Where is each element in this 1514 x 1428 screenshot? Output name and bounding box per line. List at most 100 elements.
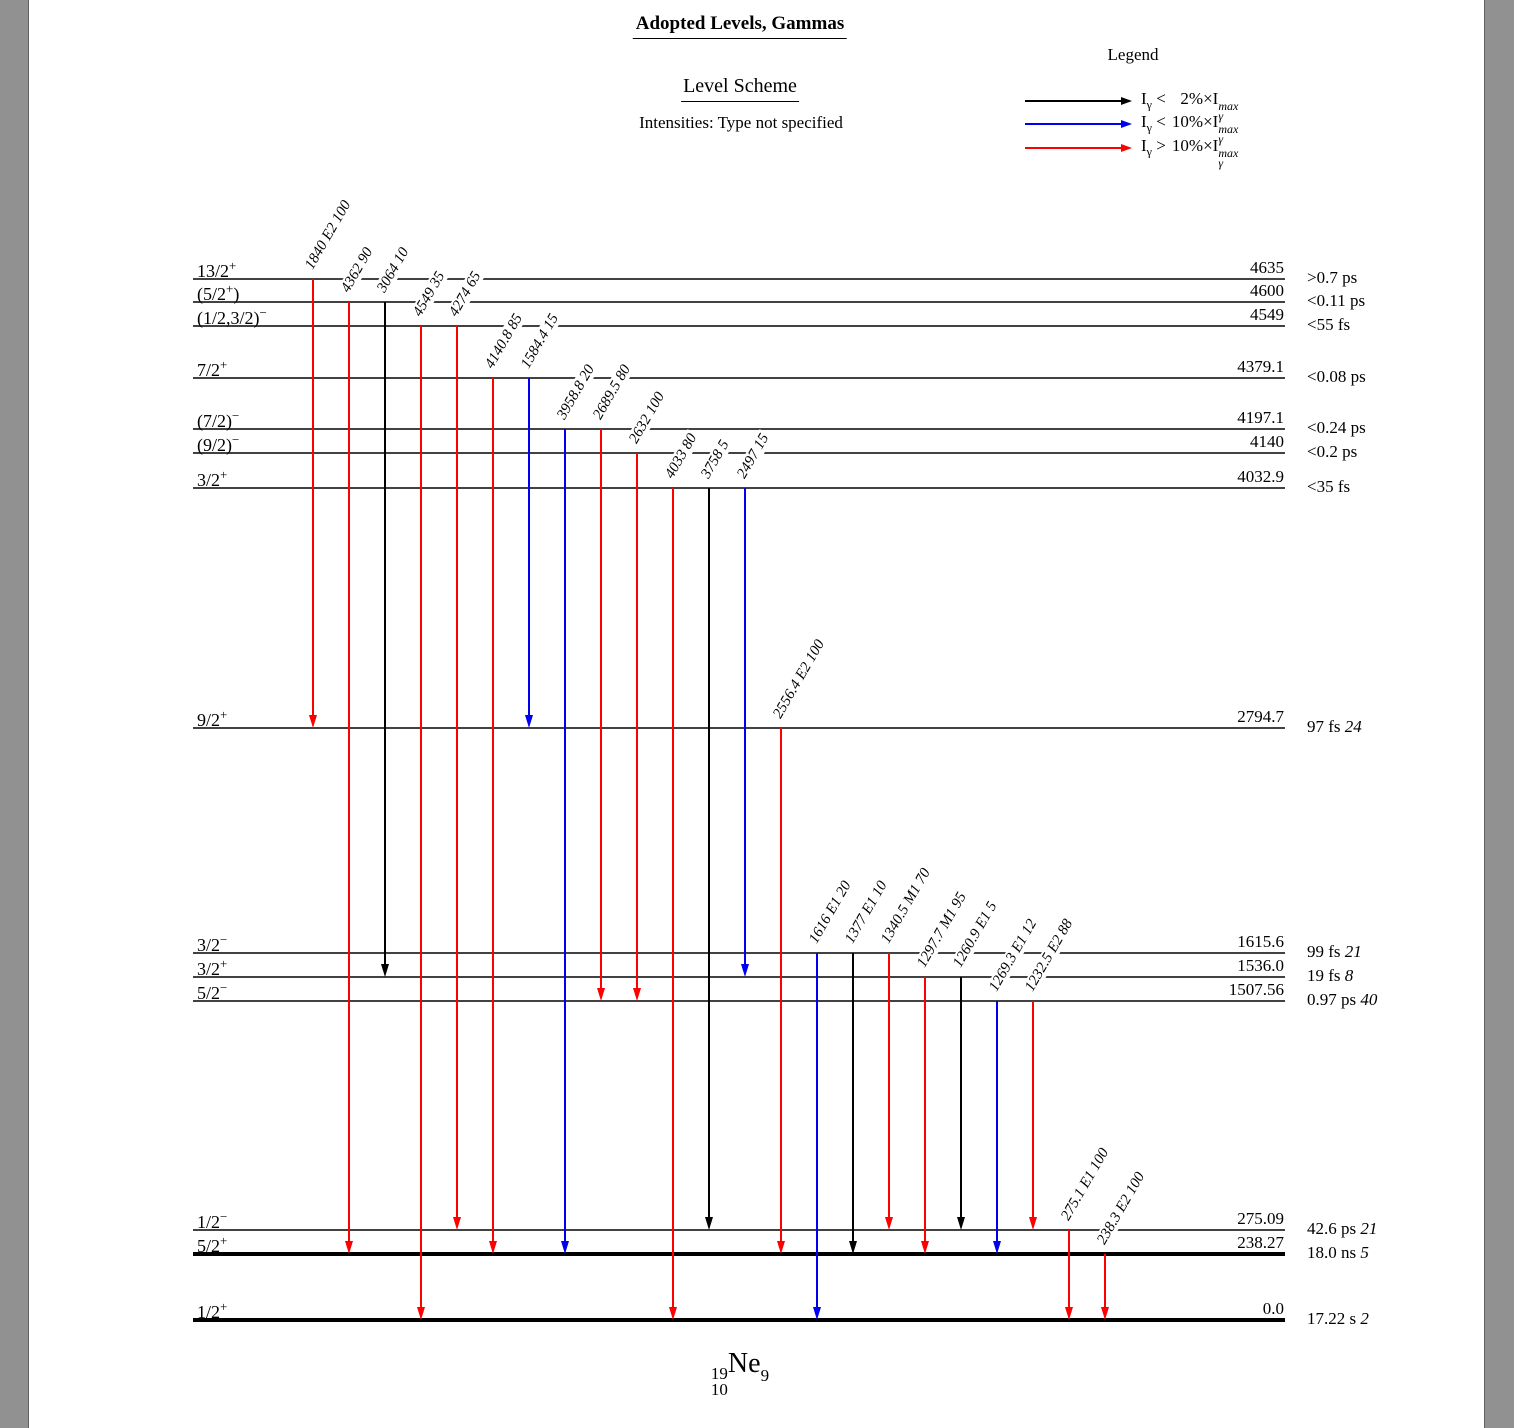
level-energy-label: 4600 bbox=[1250, 281, 1284, 300]
intensities-note: Intensities: Type not specified bbox=[639, 113, 843, 132]
level-energy-label: 1536.0 bbox=[1237, 956, 1284, 975]
level-spin-label: 5/2− bbox=[197, 980, 228, 1003]
level-line bbox=[193, 1252, 1285, 1256]
gamma-arrowhead-icon bbox=[344, 1241, 353, 1254]
level-line bbox=[193, 976, 1285, 978]
level-halflife-label: <0.08 ps bbox=[1307, 367, 1366, 386]
level-spin-label: (5/2+) bbox=[197, 281, 240, 304]
level-spin-label: 1/2+ bbox=[197, 1299, 228, 1322]
gamma-transition-line bbox=[672, 488, 674, 1308]
gamma-transition-line bbox=[852, 953, 854, 1242]
gamma-transition-line bbox=[924, 977, 926, 1242]
level-halflife-label: 19 fs 8 bbox=[1307, 966, 1354, 985]
gamma-arrowhead-icon bbox=[704, 1217, 713, 1230]
gamma-transition-line bbox=[888, 953, 890, 1218]
gamma-arrowhead-icon bbox=[1064, 1307, 1073, 1320]
level-line bbox=[193, 952, 1285, 954]
level-energy-label: 4379.1 bbox=[1237, 357, 1284, 376]
level-halflife-label: <35 fs bbox=[1307, 477, 1351, 496]
level-energy-label: 1507.56 bbox=[1228, 980, 1284, 999]
level-halflife-label: 17.22 s 2 bbox=[1307, 1309, 1369, 1328]
gamma-arrowhead-icon bbox=[416, 1307, 425, 1320]
document-paper bbox=[28, 0, 1485, 1428]
gamma-arrowhead-icon bbox=[1028, 1217, 1037, 1230]
legend-arrow-line bbox=[1025, 147, 1121, 149]
legend-item-label: Iγ > 10%×I max γ bbox=[1141, 136, 1239, 170]
legend-arrow-line bbox=[1025, 123, 1121, 125]
legend-item-label: Iγ < 2%×I max γ bbox=[1141, 89, 1239, 123]
level-line bbox=[193, 377, 1285, 379]
level-spin-label: 9/2+ bbox=[197, 707, 228, 730]
level-line bbox=[193, 278, 1285, 280]
level-line bbox=[193, 727, 1285, 729]
gamma-arrowhead-icon bbox=[812, 1307, 821, 1320]
gamma-transition-line bbox=[708, 488, 710, 1218]
gamma-arrowhead-icon bbox=[452, 1217, 461, 1230]
gamma-transition-line bbox=[384, 302, 386, 965]
level-spin-label: 7/2+ bbox=[197, 357, 228, 380]
nuclide-mass-charge: 19 10 bbox=[710, 1364, 728, 1399]
legend-arrow-line bbox=[1025, 100, 1121, 102]
level-halflife-label: <0.24 ps bbox=[1307, 418, 1366, 437]
level-spin-label: 3/2+ bbox=[197, 467, 228, 490]
gamma-transition-line bbox=[996, 1001, 998, 1242]
level-line bbox=[193, 1000, 1285, 1002]
legend-arrowhead-icon bbox=[1121, 143, 1132, 152]
level-energy-label: 4032.9 bbox=[1237, 467, 1284, 486]
gamma-transition-line bbox=[816, 953, 818, 1308]
nuclide-mass: 19 bbox=[710, 1364, 728, 1383]
level-spin-label: 1/2− bbox=[197, 1209, 228, 1232]
level-energy-label: 2794.7 bbox=[1237, 707, 1284, 726]
level-spin-label: 3/2− bbox=[197, 932, 228, 955]
level-spin-label: (1/2,3/2)− bbox=[197, 305, 267, 328]
level-line bbox=[193, 325, 1285, 327]
gamma-transition-line bbox=[528, 378, 530, 716]
level-halflife-label: 42.6 ps 21 bbox=[1307, 1219, 1378, 1238]
gamma-arrowhead-icon bbox=[524, 715, 533, 728]
level-halflife-label: <0.11 ps bbox=[1307, 291, 1366, 310]
nuclide-protons: 10 bbox=[710, 1380, 728, 1399]
level-energy-label: 275.09 bbox=[1237, 1209, 1284, 1228]
gamma-arrowhead-icon bbox=[308, 715, 317, 728]
gamma-transition-line bbox=[636, 453, 638, 989]
gamma-arrowhead-icon bbox=[776, 1241, 785, 1254]
gamma-transition-line bbox=[1068, 1230, 1070, 1308]
gamma-arrowhead-icon bbox=[884, 1217, 893, 1230]
gamma-transition-line bbox=[312, 279, 314, 716]
gamma-transition-line bbox=[456, 326, 458, 1218]
level-energy-label: 1615.6 bbox=[1237, 932, 1284, 951]
level-energy-label: 4635 bbox=[1250, 258, 1284, 277]
gamma-arrowhead-icon bbox=[596, 988, 605, 1001]
level-halflife-label: 0.97 ps 40 bbox=[1307, 990, 1378, 1009]
legend-arrowhead-icon bbox=[1121, 96, 1132, 105]
level-halflife-label: 18.0 ns 5 bbox=[1307, 1243, 1369, 1262]
gamma-arrowhead-icon bbox=[848, 1241, 857, 1254]
gamma-transition-line bbox=[420, 326, 422, 1308]
level-line bbox=[193, 452, 1285, 454]
legend-arrowhead-icon bbox=[1121, 119, 1132, 128]
gamma-arrowhead-icon bbox=[488, 1241, 497, 1254]
level-energy-label: 4140 bbox=[1250, 432, 1284, 451]
level-line bbox=[193, 1318, 1285, 1322]
gamma-transition-line bbox=[960, 977, 962, 1218]
gamma-transition-line bbox=[564, 429, 566, 1242]
nuclide-symbol: Ne bbox=[727, 1348, 761, 1379]
gamma-transition-line bbox=[1104, 1254, 1106, 1308]
level-halflife-label: 97 fs 24 bbox=[1307, 717, 1362, 736]
level-halflife-label: <55 fs bbox=[1307, 315, 1351, 334]
gamma-arrowhead-icon bbox=[956, 1217, 965, 1230]
legend-title: Legend bbox=[1107, 45, 1159, 64]
level-spin-label: (7/2)− bbox=[197, 408, 240, 431]
gamma-arrowhead-icon bbox=[920, 1241, 929, 1254]
gamma-transition-line bbox=[1032, 1001, 1034, 1218]
level-line bbox=[193, 1229, 1285, 1231]
level-energy-label: 4197.1 bbox=[1237, 408, 1284, 427]
scheme-subtitle: Level Scheme bbox=[681, 75, 799, 102]
nuclide-label: 19 10 Ne9 bbox=[711, 1348, 769, 1398]
level-energy-label: 4549 bbox=[1250, 305, 1284, 324]
nuclide-neutrons: 9 bbox=[760, 1366, 770, 1385]
gamma-arrowhead-icon bbox=[560, 1241, 569, 1254]
gamma-transition-line bbox=[600, 429, 602, 989]
gamma-transition-line bbox=[492, 378, 494, 1242]
level-spin-label: 13/2+ bbox=[197, 258, 237, 281]
